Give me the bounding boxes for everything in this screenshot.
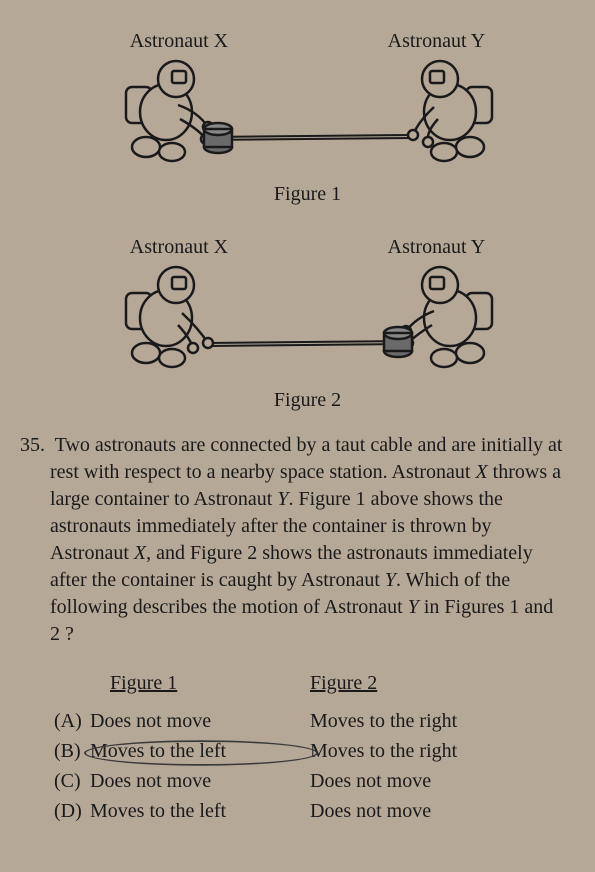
answer-col2: Does not move (310, 796, 565, 826)
answer-col1: Moves to the left (90, 796, 310, 826)
qtext-var-x2: X (134, 542, 146, 564)
answer-letter: (D) (50, 796, 90, 826)
answer-col1: Moves to the left (90, 736, 310, 766)
answer-row: (D)Moves to the leftDoes not move (50, 796, 565, 826)
answer-col2: Moves to the right (310, 736, 565, 766)
figure-1-label-right: Astronaut Y (388, 30, 486, 53)
answer-row: (A)Does not moveMoves to the right (50, 706, 565, 736)
figure-2-svg (98, 263, 518, 383)
figure-2: Astronaut X Astronaut Y (50, 236, 565, 412)
answer-letter: (B) (50, 736, 90, 766)
qtext-var-y2: Y (385, 569, 396, 591)
qtext-var-x1: X (475, 461, 487, 483)
question-text: Two astronauts are connected by a taut c… (50, 434, 562, 645)
answer-col1: Does not move (90, 766, 310, 796)
qtext-var-y3: Y (408, 596, 419, 618)
figure-1-caption: Figure 1 (50, 183, 565, 206)
figure-2-labels: Astronaut X Astronaut Y (50, 236, 565, 259)
answer-col1: Does not move (90, 706, 310, 736)
figure-2-label-right: Astronaut Y (388, 236, 486, 259)
figure-1-labels: Astronaut X Astronaut Y (50, 30, 565, 53)
answer-row: (C)Does not moveDoes not move (50, 766, 565, 796)
answer-header-col1: Figure 1 (50, 668, 310, 698)
answer-col2: Does not move (310, 766, 565, 796)
qtext-var-y1: Y (277, 488, 288, 510)
figure-2-caption: Figure 2 (50, 389, 565, 412)
answer-letter: (C) (50, 766, 90, 796)
answer-header-col2: Figure 2 (310, 668, 377, 698)
question-block: 35. Two astronauts are connected by a ta… (50, 432, 565, 648)
answer-letter: (A) (50, 706, 90, 736)
figure-1: Astronaut X Astronaut Y (50, 30, 565, 206)
answer-table: Figure 1 Figure 2 (A)Does not moveMoves … (50, 668, 565, 826)
answer-col2: Moves to the right (310, 706, 565, 736)
figure-1-svg (98, 57, 518, 177)
figure-2-label-left: Astronaut X (130, 236, 228, 259)
answer-row: (B)Moves to the leftMoves to the right (50, 736, 565, 766)
answer-header: Figure 1 Figure 2 (50, 668, 565, 698)
question-number: 35. (20, 432, 50, 459)
figure-1-label-left: Astronaut X (130, 30, 228, 53)
